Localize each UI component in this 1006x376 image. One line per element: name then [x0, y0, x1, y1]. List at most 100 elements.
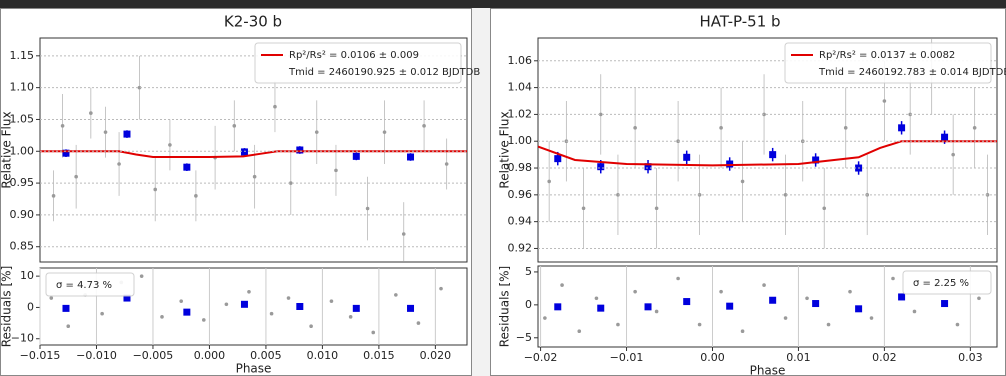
y-tick-label: 0.96 [508, 188, 533, 201]
data-point [444, 162, 449, 166]
legend-text: Rp²/Rs² = 0.0137 ± 0.0082 [819, 50, 955, 61]
binned-point [812, 156, 820, 164]
data-point [805, 296, 809, 301]
data-point [762, 283, 766, 287]
y-axis-label: Relative Flux [0, 111, 14, 188]
data-point [848, 289, 852, 294]
data-point [394, 293, 398, 297]
y-tick-label: 0.85 [10, 240, 35, 253]
data-point [581, 206, 586, 211]
x-tick-label: 0.005 [250, 349, 282, 362]
y-axis-label: Residuals [%] [498, 266, 512, 348]
y-tick-label: 1.00 [10, 144, 35, 157]
data-point [168, 143, 172, 147]
plot-content [543, 276, 981, 333]
y-tick-label: 0.98 [508, 161, 533, 174]
data-point [247, 289, 251, 294]
binned-point [855, 305, 863, 313]
legend-box [784, 42, 992, 84]
data-point [314, 130, 319, 134]
data-point [60, 124, 65, 128]
binned-point [123, 294, 131, 302]
data-point [348, 315, 353, 319]
data-point [826, 322, 831, 327]
data-point [719, 289, 723, 294]
legend-box [902, 270, 992, 295]
data-point [577, 329, 582, 333]
data-point [654, 206, 659, 211]
data-point [51, 194, 56, 198]
x-tick-label: −0.02 [524, 351, 558, 364]
binned-point [769, 296, 777, 304]
x-tick-label: 0.015 [363, 349, 395, 362]
data-point [869, 316, 874, 320]
binned-point [407, 304, 415, 312]
y-tick-label: 0.92 [508, 241, 533, 254]
top-strip [0, 0, 1006, 8]
data-point [882, 99, 887, 103]
data-point [286, 296, 291, 300]
data-point [103, 130, 108, 134]
data-point [201, 318, 206, 322]
data-point [560, 283, 564, 287]
legend-text: Tmid = 2460190.925 ± 0.012 BJDTDB [288, 67, 480, 78]
legend-text: σ = 2.25 % [913, 278, 969, 289]
data-point [697, 322, 702, 327]
data-point [288, 181, 293, 185]
legend-text: σ = 4.73 % [56, 280, 112, 291]
y-tick-label: 1.06 [508, 54, 533, 67]
data-point [416, 321, 421, 325]
data-point [160, 315, 164, 319]
y-tick-label: 0.90 [10, 208, 35, 221]
binned-point [941, 300, 949, 308]
data-point [422, 124, 426, 128]
data-point [822, 206, 827, 211]
x-tick-label: 0.02 [872, 351, 897, 364]
binned-point [62, 304, 70, 312]
y-tick-label: −5 [516, 331, 532, 344]
data-point [594, 296, 599, 301]
binned-point [683, 153, 691, 161]
binned-point [644, 163, 652, 171]
binned-point [597, 304, 605, 312]
y-tick-label: 1.04 [508, 81, 533, 94]
data-point [232, 124, 237, 128]
data-point [371, 330, 376, 335]
binned-point [407, 153, 415, 161]
binned-point [644, 303, 652, 311]
binned-point [554, 155, 562, 163]
data-point [365, 206, 370, 211]
model-line [538, 140, 997, 167]
y-tick-label: 1.00 [508, 134, 533, 147]
legend-text: Tmid = 2460192.783 ± 0.014 BJDTDB [818, 67, 1006, 78]
binned-point [352, 304, 360, 312]
data-point [547, 179, 551, 184]
binned-point [240, 300, 248, 308]
data-point [633, 126, 637, 130]
binned-point [554, 303, 562, 311]
data-point [273, 104, 277, 109]
data-point [100, 311, 104, 316]
data-point [654, 309, 659, 314]
data-point [598, 112, 603, 117]
data-point [955, 322, 960, 327]
data-point [139, 274, 144, 278]
model-line [40, 150, 467, 158]
data-point [977, 296, 981, 301]
x-tick-label: 0.03 [958, 351, 983, 364]
binned-point [898, 124, 906, 132]
legend-box [254, 42, 462, 84]
data-point [269, 311, 274, 316]
binned-point [769, 151, 777, 159]
legend-box [45, 272, 135, 297]
data-point [972, 126, 977, 130]
data-point [137, 85, 142, 90]
data-point [843, 126, 848, 130]
binned-point [812, 300, 820, 308]
y-tick-label: −10 [11, 332, 34, 345]
y-axis-label: Relative Flux [498, 111, 512, 188]
x-tick-label: 0.01 [786, 351, 811, 364]
data-point [66, 324, 71, 329]
data-point [74, 174, 78, 179]
data-point [334, 168, 338, 173]
